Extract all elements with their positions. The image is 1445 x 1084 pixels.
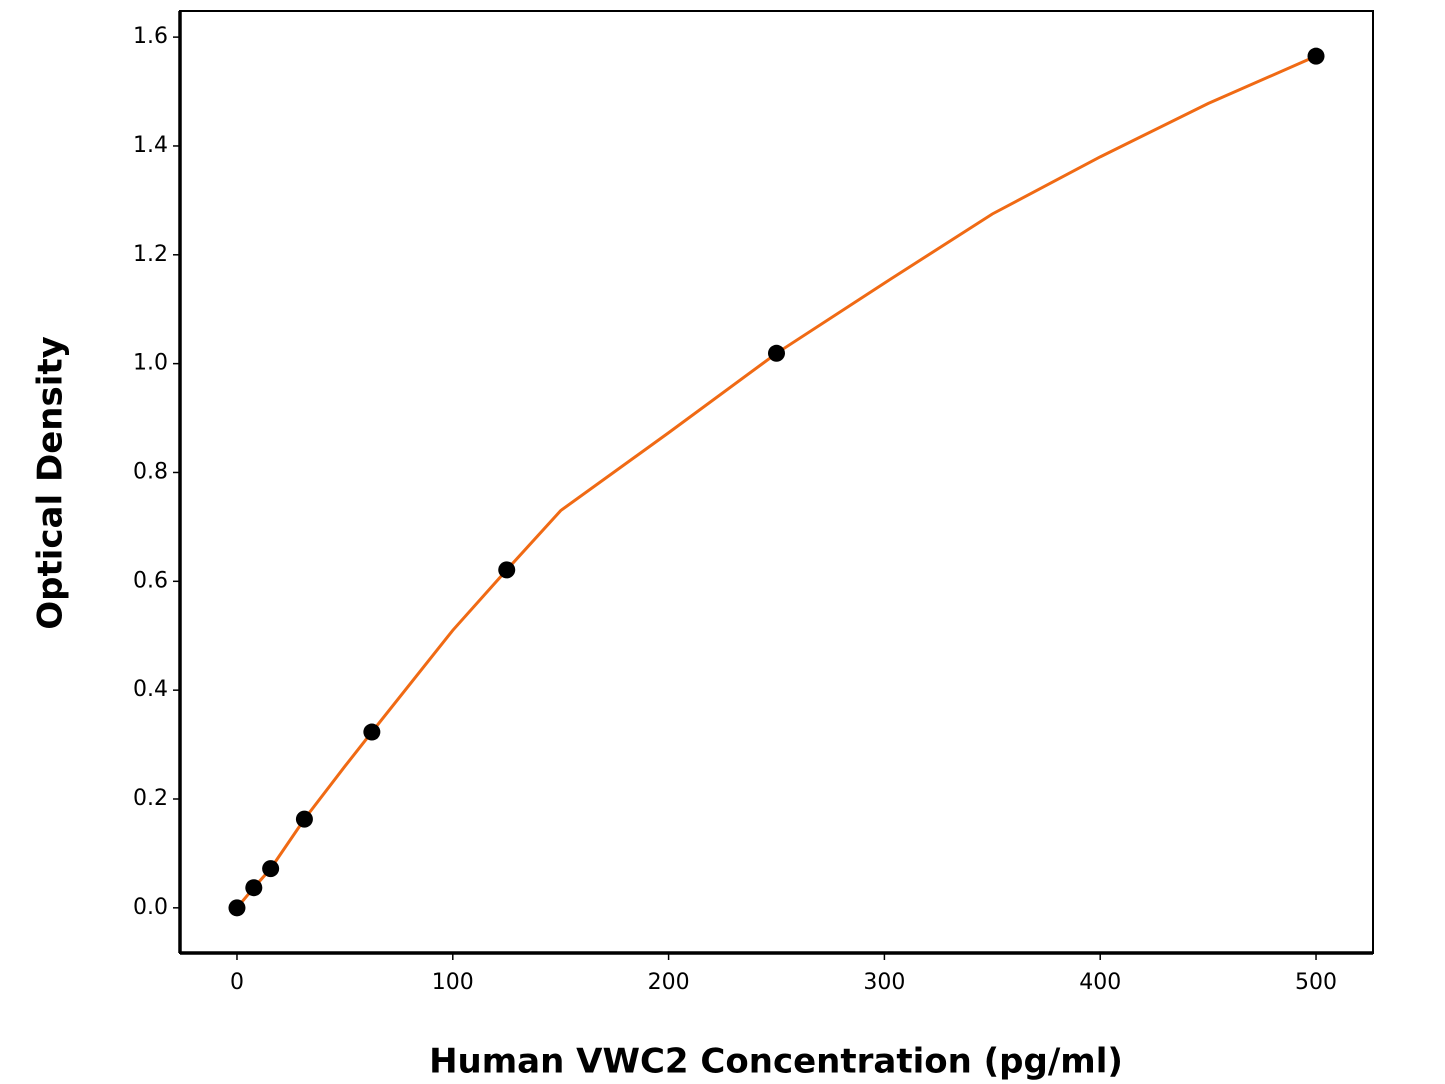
- y-tick-label: 1.2: [133, 242, 168, 267]
- y-tick-label: 0.6: [133, 568, 168, 593]
- plot-frame: [179, 10, 1374, 954]
- y-tick-label: 0.4: [133, 677, 168, 702]
- x-tick-label: 100: [432, 970, 474, 995]
- data-point: [1307, 47, 1325, 65]
- y-tick-label: 1.0: [133, 351, 168, 376]
- y-tick-label: 1.4: [133, 133, 168, 158]
- data-point: [228, 899, 246, 917]
- data-point: [363, 723, 381, 741]
- x-tick-label: 300: [863, 970, 905, 995]
- x-tick-label: 200: [648, 970, 690, 995]
- y-tick-label: 0.0: [133, 895, 168, 920]
- data-point: [262, 860, 280, 878]
- data-point: [768, 344, 785, 362]
- x-tick-label: 400: [1079, 970, 1121, 995]
- y-tick-label: 1.6: [133, 24, 168, 49]
- x-axis-label: Human VWC2 Concentration (pg/ml): [429, 1042, 1123, 1082]
- y-tick-label: 0.8: [133, 459, 168, 484]
- data-point: [245, 879, 263, 897]
- y-tick-label: 0.2: [133, 786, 168, 811]
- x-tick-label: 500: [1295, 970, 1337, 995]
- fit-curve: [235, 54, 1317, 909]
- data-point: [498, 561, 516, 579]
- y-axis-label: Optical Density: [31, 336, 71, 630]
- x-tick-label: 0: [230, 970, 244, 995]
- data-point: [295, 810, 313, 828]
